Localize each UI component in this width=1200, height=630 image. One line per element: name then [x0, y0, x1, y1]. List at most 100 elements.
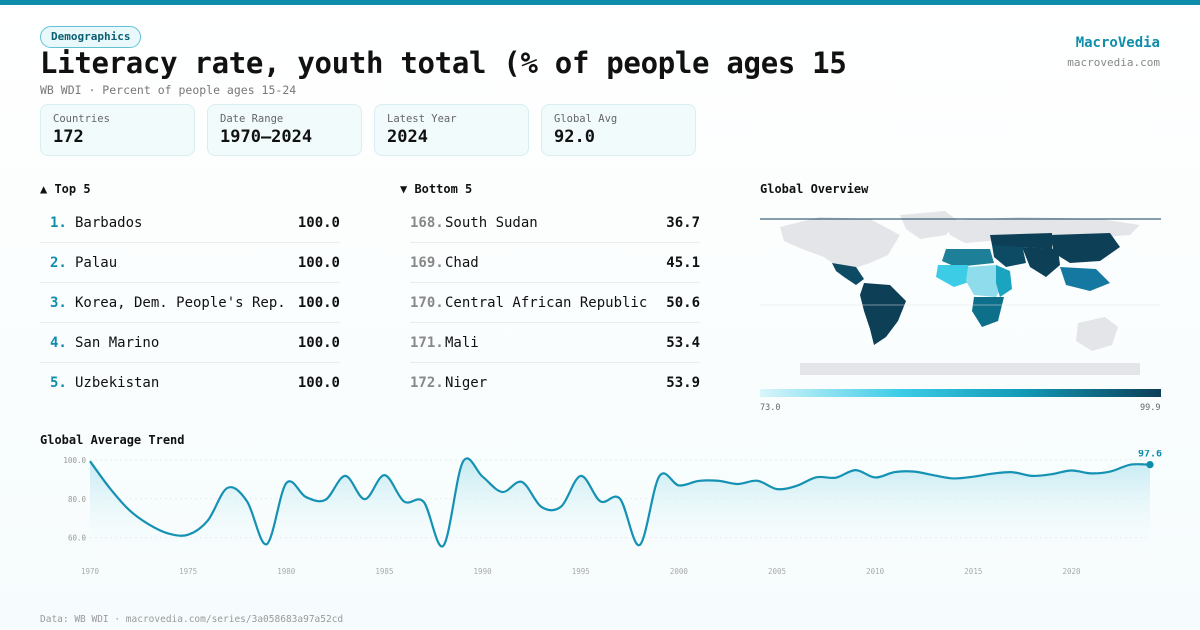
footer-source: Data: WB WDI · macrovedia.com/series/3a0…	[40, 614, 344, 625]
country-value: 53.4	[666, 334, 700, 351]
map-east-africa	[996, 265, 1012, 297]
top-5-list: 1. Barbados 100.0 2. Palau 100.0 3. Kore…	[40, 203, 340, 403]
brand-logo[interactable]: MacroVedia	[1075, 35, 1160, 51]
page-subtitle: WB WDI · Percent of people ages 15-24	[40, 83, 297, 97]
list-item[interactable]: 1. Barbados 100.0	[40, 203, 340, 243]
map-west-africa	[936, 265, 972, 287]
map-greenland	[900, 211, 958, 239]
x-tick-label: 2000	[670, 567, 689, 576]
country-value: 100.0	[297, 254, 340, 271]
map-north-america	[780, 217, 900, 269]
map-color-legend	[760, 389, 1161, 397]
country-value: 36.7	[666, 214, 700, 231]
stat-value: 172	[53, 127, 84, 147]
country-name: South Sudan	[445, 214, 538, 231]
bottom-5-heading: ▼ Bottom 5	[400, 182, 473, 196]
stat-card-countries: Countries 172	[40, 104, 195, 156]
stat-label: Countries	[53, 113, 110, 125]
rank-number: 5.	[50, 375, 67, 391]
y-tick-label: 100.0	[63, 456, 86, 465]
country-name: Barbados	[75, 214, 143, 231]
x-tick-label: 2010	[866, 567, 885, 576]
rank-number: 2.	[50, 254, 67, 271]
country-name: Niger	[445, 375, 488, 391]
country-value: 100.0	[297, 334, 340, 351]
x-tick-label: 1980	[277, 567, 296, 576]
x-tick-label: 1995	[572, 567, 590, 576]
map-south-america	[860, 283, 906, 345]
stat-card-date-range: Date Range 1970–2024	[207, 104, 362, 156]
map-central-asia	[990, 233, 1052, 249]
country-value: 45.1	[666, 254, 700, 271]
stat-card-latest-year: Latest Year 2024	[374, 104, 529, 156]
top-accent-bar	[0, 0, 1200, 5]
rank-number: 4.	[50, 334, 67, 351]
bottom-5-list: 168. South Sudan 36.7 169. Chad 45.1 170…	[410, 203, 700, 403]
rank-number: 170.	[410, 294, 444, 311]
list-item[interactable]: 169. Chad 45.1	[410, 243, 700, 283]
map-mexico-central-america	[832, 263, 864, 285]
rank-number: 169.	[410, 254, 444, 271]
rank-number: 3.	[50, 294, 67, 311]
country-name: Korea, Dem. People's Rep.	[75, 294, 286, 311]
country-value: 100.0	[297, 214, 340, 231]
list-item[interactable]: 170. Central African Republic 50.6	[410, 283, 700, 323]
page-title: Literacy rate, youth total (% of people …	[40, 46, 850, 80]
legend-min-label: 73.0	[760, 403, 781, 413]
trend-last-point	[1146, 461, 1154, 469]
x-tick-label: 1970	[81, 567, 100, 576]
country-name: San Marino	[75, 334, 160, 351]
country-value: 100.0	[297, 294, 340, 311]
x-tick-label: 1975	[179, 567, 197, 576]
legend-max-label: 99.9	[1140, 403, 1161, 413]
stat-value: 2024	[387, 127, 428, 147]
stat-label: Latest Year	[387, 113, 457, 125]
x-tick-label: 2020	[1062, 567, 1081, 576]
list-item[interactable]: 168. South Sudan 36.7	[410, 203, 700, 243]
country-name: Central African Republic	[445, 294, 648, 311]
rank-number: 168.	[410, 214, 444, 231]
list-item[interactable]: 172. Niger 53.9	[410, 363, 700, 403]
map-antarctica	[800, 363, 1140, 375]
world-choropleth-map[interactable]	[760, 205, 1161, 380]
x-tick-label: 1990	[474, 567, 493, 576]
country-name: Palau	[75, 254, 118, 271]
stat-label: Global Avg	[554, 113, 618, 125]
map-heading: Global Overview	[760, 182, 869, 196]
map-middle-east	[992, 245, 1026, 267]
category-badge[interactable]: Demographics	[40, 26, 142, 48]
list-item[interactable]: 3. Korea, Dem. People's Rep. 100.0	[40, 283, 340, 323]
country-value: 100.0	[297, 375, 340, 391]
list-item[interactable]: 2. Palau 100.0	[40, 243, 340, 283]
country-name: Mali	[445, 334, 479, 351]
x-tick-label: 2005	[768, 567, 786, 576]
country-value: 50.6	[666, 294, 700, 311]
trend-chart[interactable]: 97.6 60.0 80.0 100.0 1970 1975 1980 1985 1990 19…	[40, 449, 1170, 585]
brand-url[interactable]: macrovedia.com	[1067, 56, 1160, 69]
y-tick-label: 80.0	[68, 495, 87, 504]
map-north-africa	[942, 249, 994, 267]
stat-value: 92.0	[554, 127, 595, 147]
trend-line	[89, 457, 1151, 548]
trend-heading: Global Average Trend	[40, 433, 185, 447]
stat-value: 1970–2024	[220, 127, 313, 147]
list-item[interactable]: 171. Mali 53.4	[410, 323, 700, 363]
trend-last-value-label: 97.6	[1138, 450, 1162, 460]
trend-area	[90, 458, 1150, 557]
map-central-africa	[966, 265, 1004, 297]
country-name: Chad	[445, 254, 479, 271]
map-southern-africa	[972, 297, 1004, 327]
country-name: Uzbekistan	[75, 375, 160, 391]
rank-number: 1.	[50, 214, 67, 231]
x-tick-label: 2015	[964, 567, 982, 576]
list-item[interactable]: 5. Uzbekistan 100.0	[40, 363, 340, 403]
x-tick-label: 1985	[375, 567, 393, 576]
stat-label: Date Range	[220, 113, 284, 125]
y-tick-label: 60.0	[68, 534, 87, 543]
top-5-heading: ▲ Top 5	[40, 182, 91, 196]
map-east-asia	[1050, 233, 1120, 263]
map-southeast-asia	[1060, 267, 1110, 291]
rank-number: 172.	[410, 375, 444, 391]
map-australia	[1076, 317, 1118, 351]
list-item[interactable]: 4. San Marino 100.0	[40, 323, 340, 363]
